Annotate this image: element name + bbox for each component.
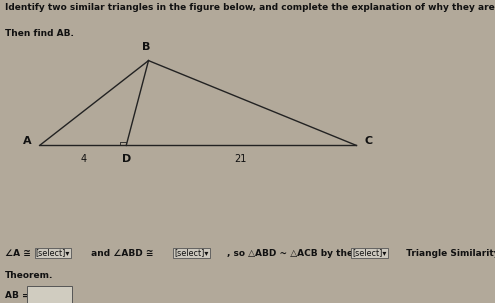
Text: [select]▾: [select]▾	[36, 248, 70, 258]
Text: B: B	[142, 42, 150, 52]
Text: Identify two similar triangles in the figure below, and complete the explanation: Identify two similar triangles in the fi…	[5, 3, 495, 12]
Text: A: A	[23, 136, 32, 146]
Text: ∠A ≅: ∠A ≅	[5, 248, 34, 258]
Text: AB =: AB =	[5, 291, 30, 300]
Text: [select]▾: [select]▾	[352, 248, 387, 258]
Text: [select]▾: [select]▾	[174, 248, 208, 258]
Text: Triangle Similarity: Triangle Similarity	[403, 248, 495, 258]
Text: and ∠ABD ≅: and ∠ABD ≅	[88, 248, 156, 258]
Text: 21: 21	[234, 154, 247, 164]
Text: Then find AB.: Then find AB.	[5, 29, 74, 38]
Text: , so △ABD ~ △ACB by the: , so △ABD ~ △ACB by the	[227, 248, 356, 258]
Text: Theorem.: Theorem.	[5, 271, 53, 280]
FancyBboxPatch shape	[27, 286, 72, 303]
Text: D: D	[122, 154, 131, 164]
Text: 4: 4	[80, 154, 86, 164]
Text: C: C	[365, 136, 373, 146]
